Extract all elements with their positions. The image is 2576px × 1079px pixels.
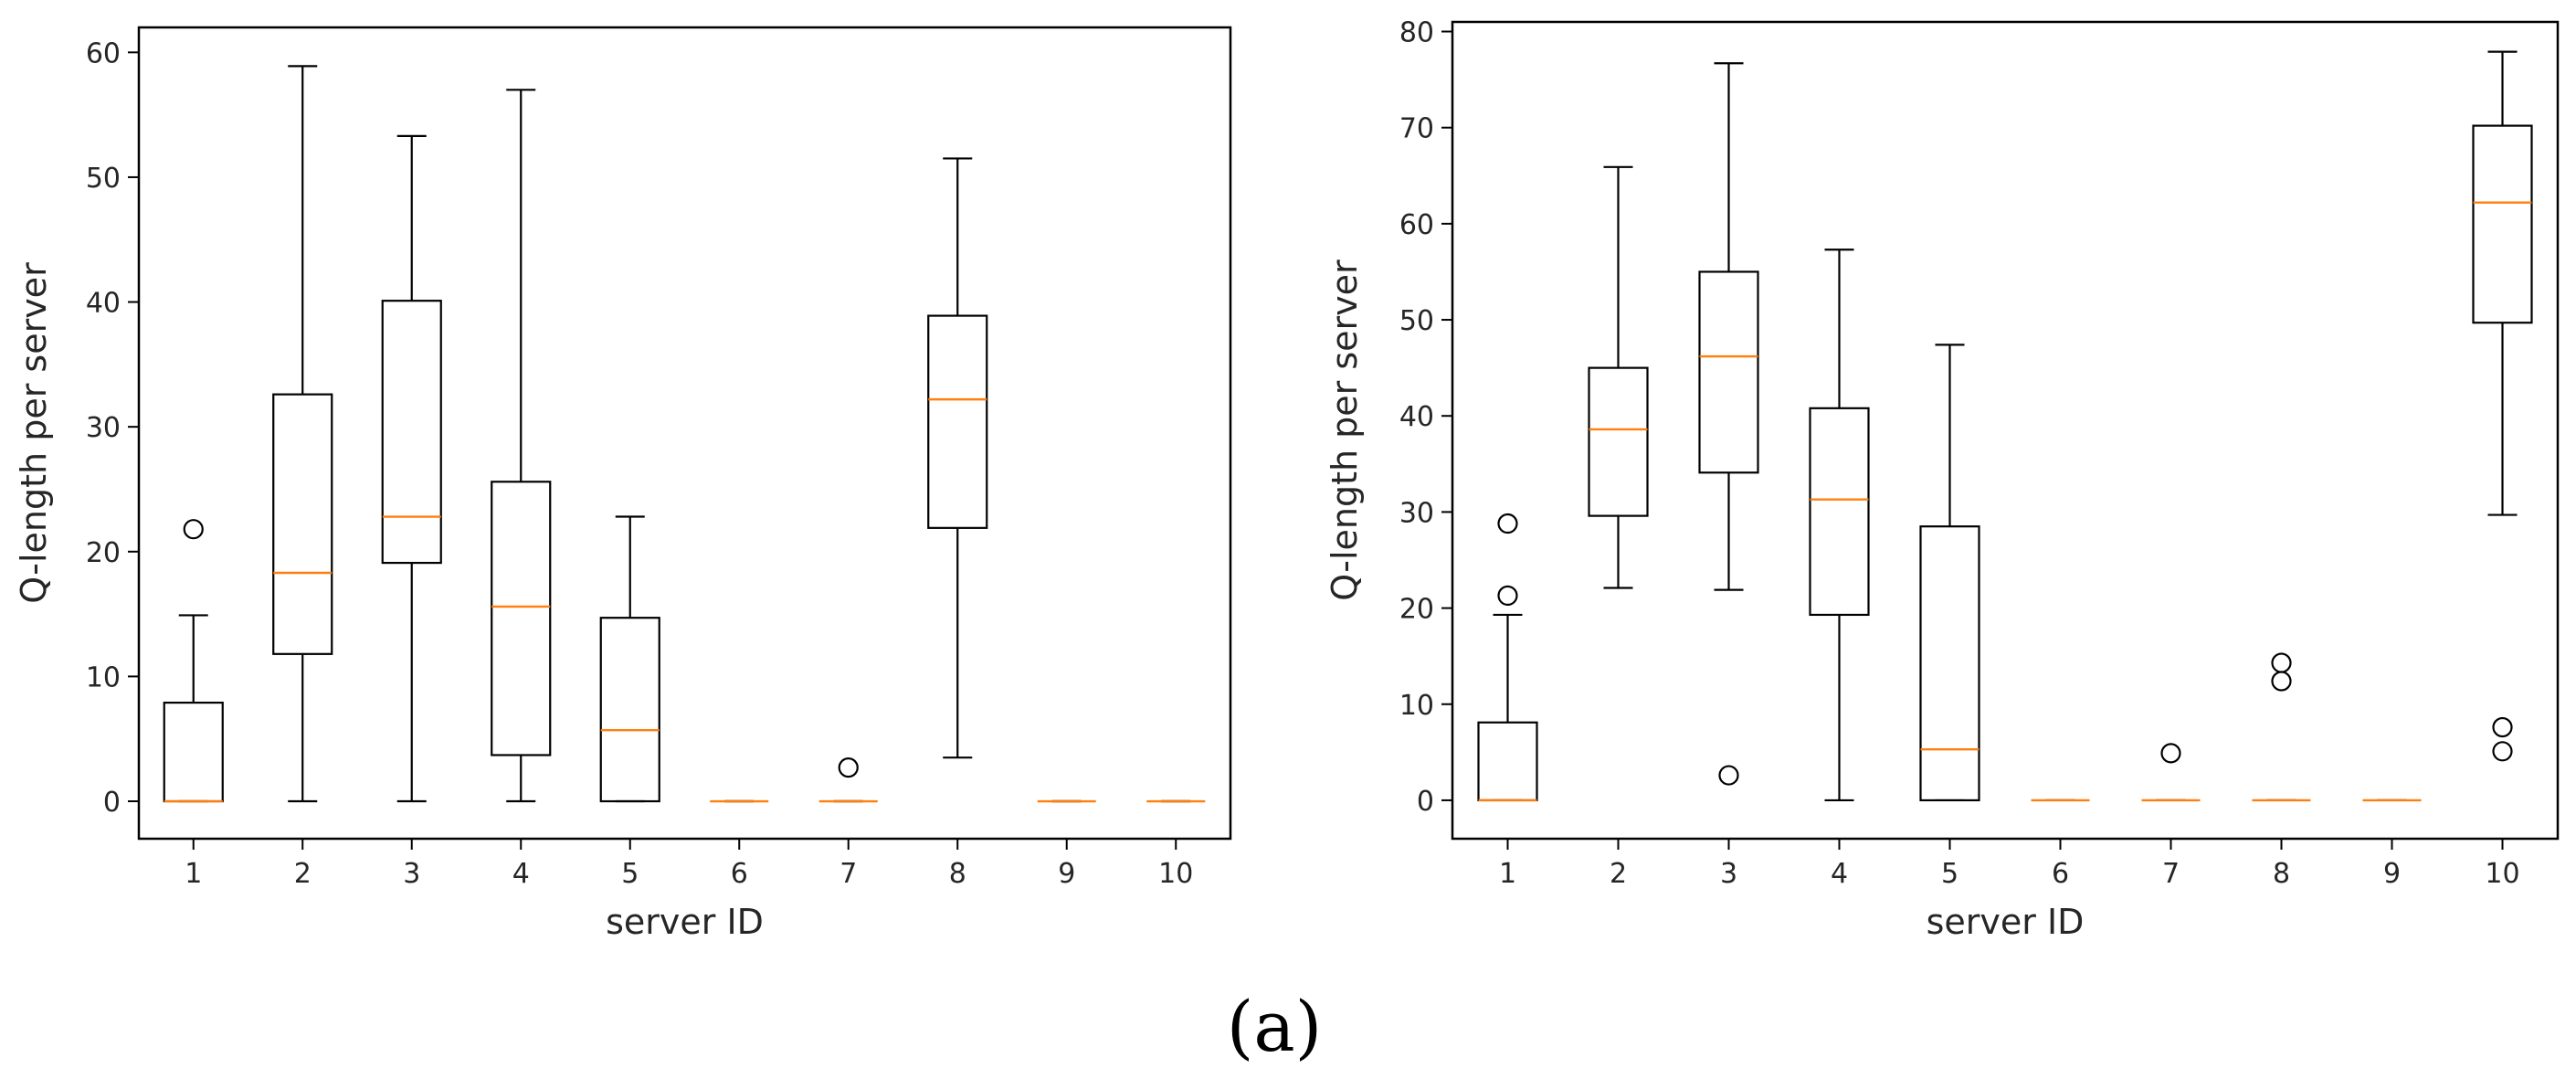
iqr-box <box>1809 407 1870 617</box>
outlier-point <box>2271 671 2292 692</box>
iqr-box <box>1477 721 1538 802</box>
iqr-box <box>599 617 660 803</box>
iqr-box <box>927 314 988 529</box>
x-tick-label: 3 <box>403 858 420 890</box>
box-server-7 <box>2141 743 2201 802</box>
x-tick-label: 1 <box>185 858 202 890</box>
plot-frame <box>1451 20 2560 841</box>
iqr-box <box>1588 366 1649 517</box>
y-tick-label: 30 <box>86 412 121 444</box>
x-tick-label: 2 <box>294 858 311 890</box>
outlier-point <box>1497 513 1518 534</box>
box-server-1 <box>1477 513 1538 802</box>
iqr-box <box>2472 124 2533 324</box>
outlier-point <box>2271 652 2292 673</box>
outlier-point <box>1497 585 1518 607</box>
box-server-7 <box>818 757 878 803</box>
box-server-4 <box>491 89 552 803</box>
outlier-point <box>838 757 859 778</box>
y-tick-label: 10 <box>1399 690 1434 722</box>
outlier-point <box>183 519 204 540</box>
iqr-box <box>163 701 224 803</box>
y-tick-label: 20 <box>86 537 121 569</box>
x-tick-label: 7 <box>839 858 857 890</box>
x-tick-label: 6 <box>731 858 748 890</box>
y-tick-label: 80 <box>1399 17 1434 49</box>
y-tick-label: 70 <box>1399 113 1434 145</box>
y-tick-label: 40 <box>1399 401 1434 433</box>
left-boxplot-chart: 0 10 20 30 40 50 60 1 2 3 4 5 6 7 8 9 10 server ID Q-lengt… <box>14 26 1232 942</box>
x-tick-label: 5 <box>621 858 639 890</box>
x-tick-label: 4 <box>1831 858 1848 890</box>
x-tick-label: 6 <box>2052 858 2069 890</box>
outlier-point <box>2492 716 2513 738</box>
box-server-2 <box>1588 165 1649 589</box>
outlier-point <box>1718 765 1739 786</box>
iqr-box <box>491 481 552 756</box>
figure-caption: (a) <box>1227 986 1323 1067</box>
box-server-8 <box>2252 652 2311 802</box>
x-tick-label: 7 <box>2162 858 2180 890</box>
y-tick-label: 50 <box>1399 305 1434 337</box>
y-tick-label: 0 <box>103 787 121 819</box>
box-server-3 <box>1698 62 1759 786</box>
box-server-4 <box>1809 249 1870 802</box>
y-tick-label: 40 <box>86 288 121 320</box>
y-tick-label: 60 <box>1399 209 1434 241</box>
x-axis-label: server ID <box>1927 902 2085 942</box>
y-tick-label: 60 <box>86 37 121 69</box>
x-tick-label: 1 <box>1499 858 1516 890</box>
x-tick-label: 5 <box>1941 858 1958 890</box>
outlier-point <box>2160 743 2181 764</box>
x-tick-label: 8 <box>2273 858 2290 890</box>
plot-frame <box>137 26 1232 841</box>
x-tick-label: 4 <box>512 858 530 890</box>
y-tick-label: 50 <box>86 163 121 195</box>
box-server-3 <box>381 134 442 803</box>
x-tick-label: 8 <box>949 858 966 890</box>
x-tick-label: 10 <box>2485 858 2519 890</box>
x-tick-label: 2 <box>1610 858 1627 890</box>
iqr-box <box>381 300 442 565</box>
y-tick-label: 10 <box>86 661 121 693</box>
x-axis-label: server ID <box>606 902 764 942</box>
iqr-box <box>1698 270 1759 474</box>
y-axis-label: Q-length per server <box>1325 259 1365 601</box>
y-axis-label: Q-length per server <box>14 262 54 604</box>
iqr-box <box>1919 525 1980 802</box>
y-tick-label: 20 <box>1399 594 1434 626</box>
x-tick-label: 10 <box>1158 858 1193 890</box>
x-tick-label: 9 <box>2383 858 2401 890</box>
y-tick-label: 0 <box>1417 786 1434 818</box>
x-tick-label: 3 <box>1720 858 1737 890</box>
box-server-10 <box>2472 50 2533 762</box>
box-server-8 <box>927 157 988 759</box>
box-server-2 <box>272 65 333 803</box>
box-server-5 <box>599 515 660 803</box>
y-tick-label: 30 <box>1399 497 1434 529</box>
iqr-box <box>272 393 333 655</box>
box-server-1 <box>163 519 224 803</box>
outlier-point <box>2492 741 2513 762</box>
right-boxplot-chart: 0 10 20 30 40 50 60 70 80 1 2 3 4 5 6 7 8 9 10 server ID Q-l… <box>1325 17 2560 942</box>
x-tick-label: 9 <box>1058 858 1075 890</box>
box-server-5 <box>1919 344 1980 802</box>
